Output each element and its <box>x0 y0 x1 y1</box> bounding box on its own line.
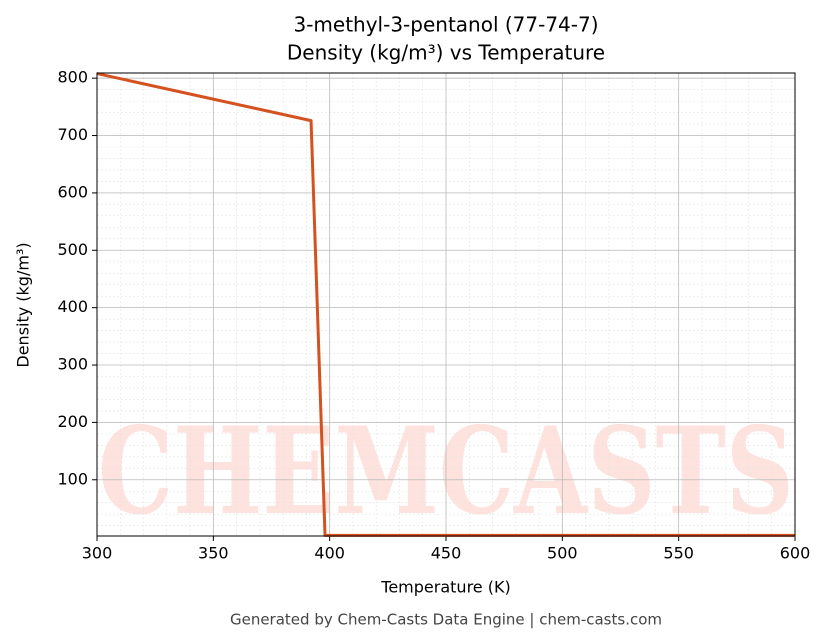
y-tick-label: 300 <box>57 355 88 374</box>
y-tick-label: 600 <box>57 182 88 201</box>
plot-frame <box>96 72 796 537</box>
x-axis-label: Temperature (K) <box>380 578 510 597</box>
x-tick-label: 400 <box>314 544 345 563</box>
x-tick-label: 450 <box>431 544 462 563</box>
chart-subtitle: Density (kg/m³) vs Temperature <box>287 41 605 65</box>
y-tick-label: 100 <box>57 469 88 488</box>
y-tick-label: 200 <box>57 412 88 431</box>
x-tick-label: 550 <box>663 544 694 563</box>
y-tick-label: 700 <box>57 125 88 144</box>
footer: Generated by Chem-Casts Data Engine | ch… <box>230 611 662 629</box>
y-tick-label: 500 <box>57 240 88 259</box>
y-tick-label: 800 <box>57 68 88 87</box>
x-tick-label: 600 <box>780 544 811 563</box>
data-line <box>96 72 795 537</box>
x-tick-label: 300 <box>82 544 113 563</box>
x-tick-label: 350 <box>198 544 229 563</box>
x-tick-label: 500 <box>547 544 578 563</box>
y-tick-label: 400 <box>57 297 88 316</box>
chart-title: 3-methyl-3-pentanol (77-74-7) <box>293 13 598 37</box>
y-axis-label: Density (kg/m³) <box>14 242 33 367</box>
